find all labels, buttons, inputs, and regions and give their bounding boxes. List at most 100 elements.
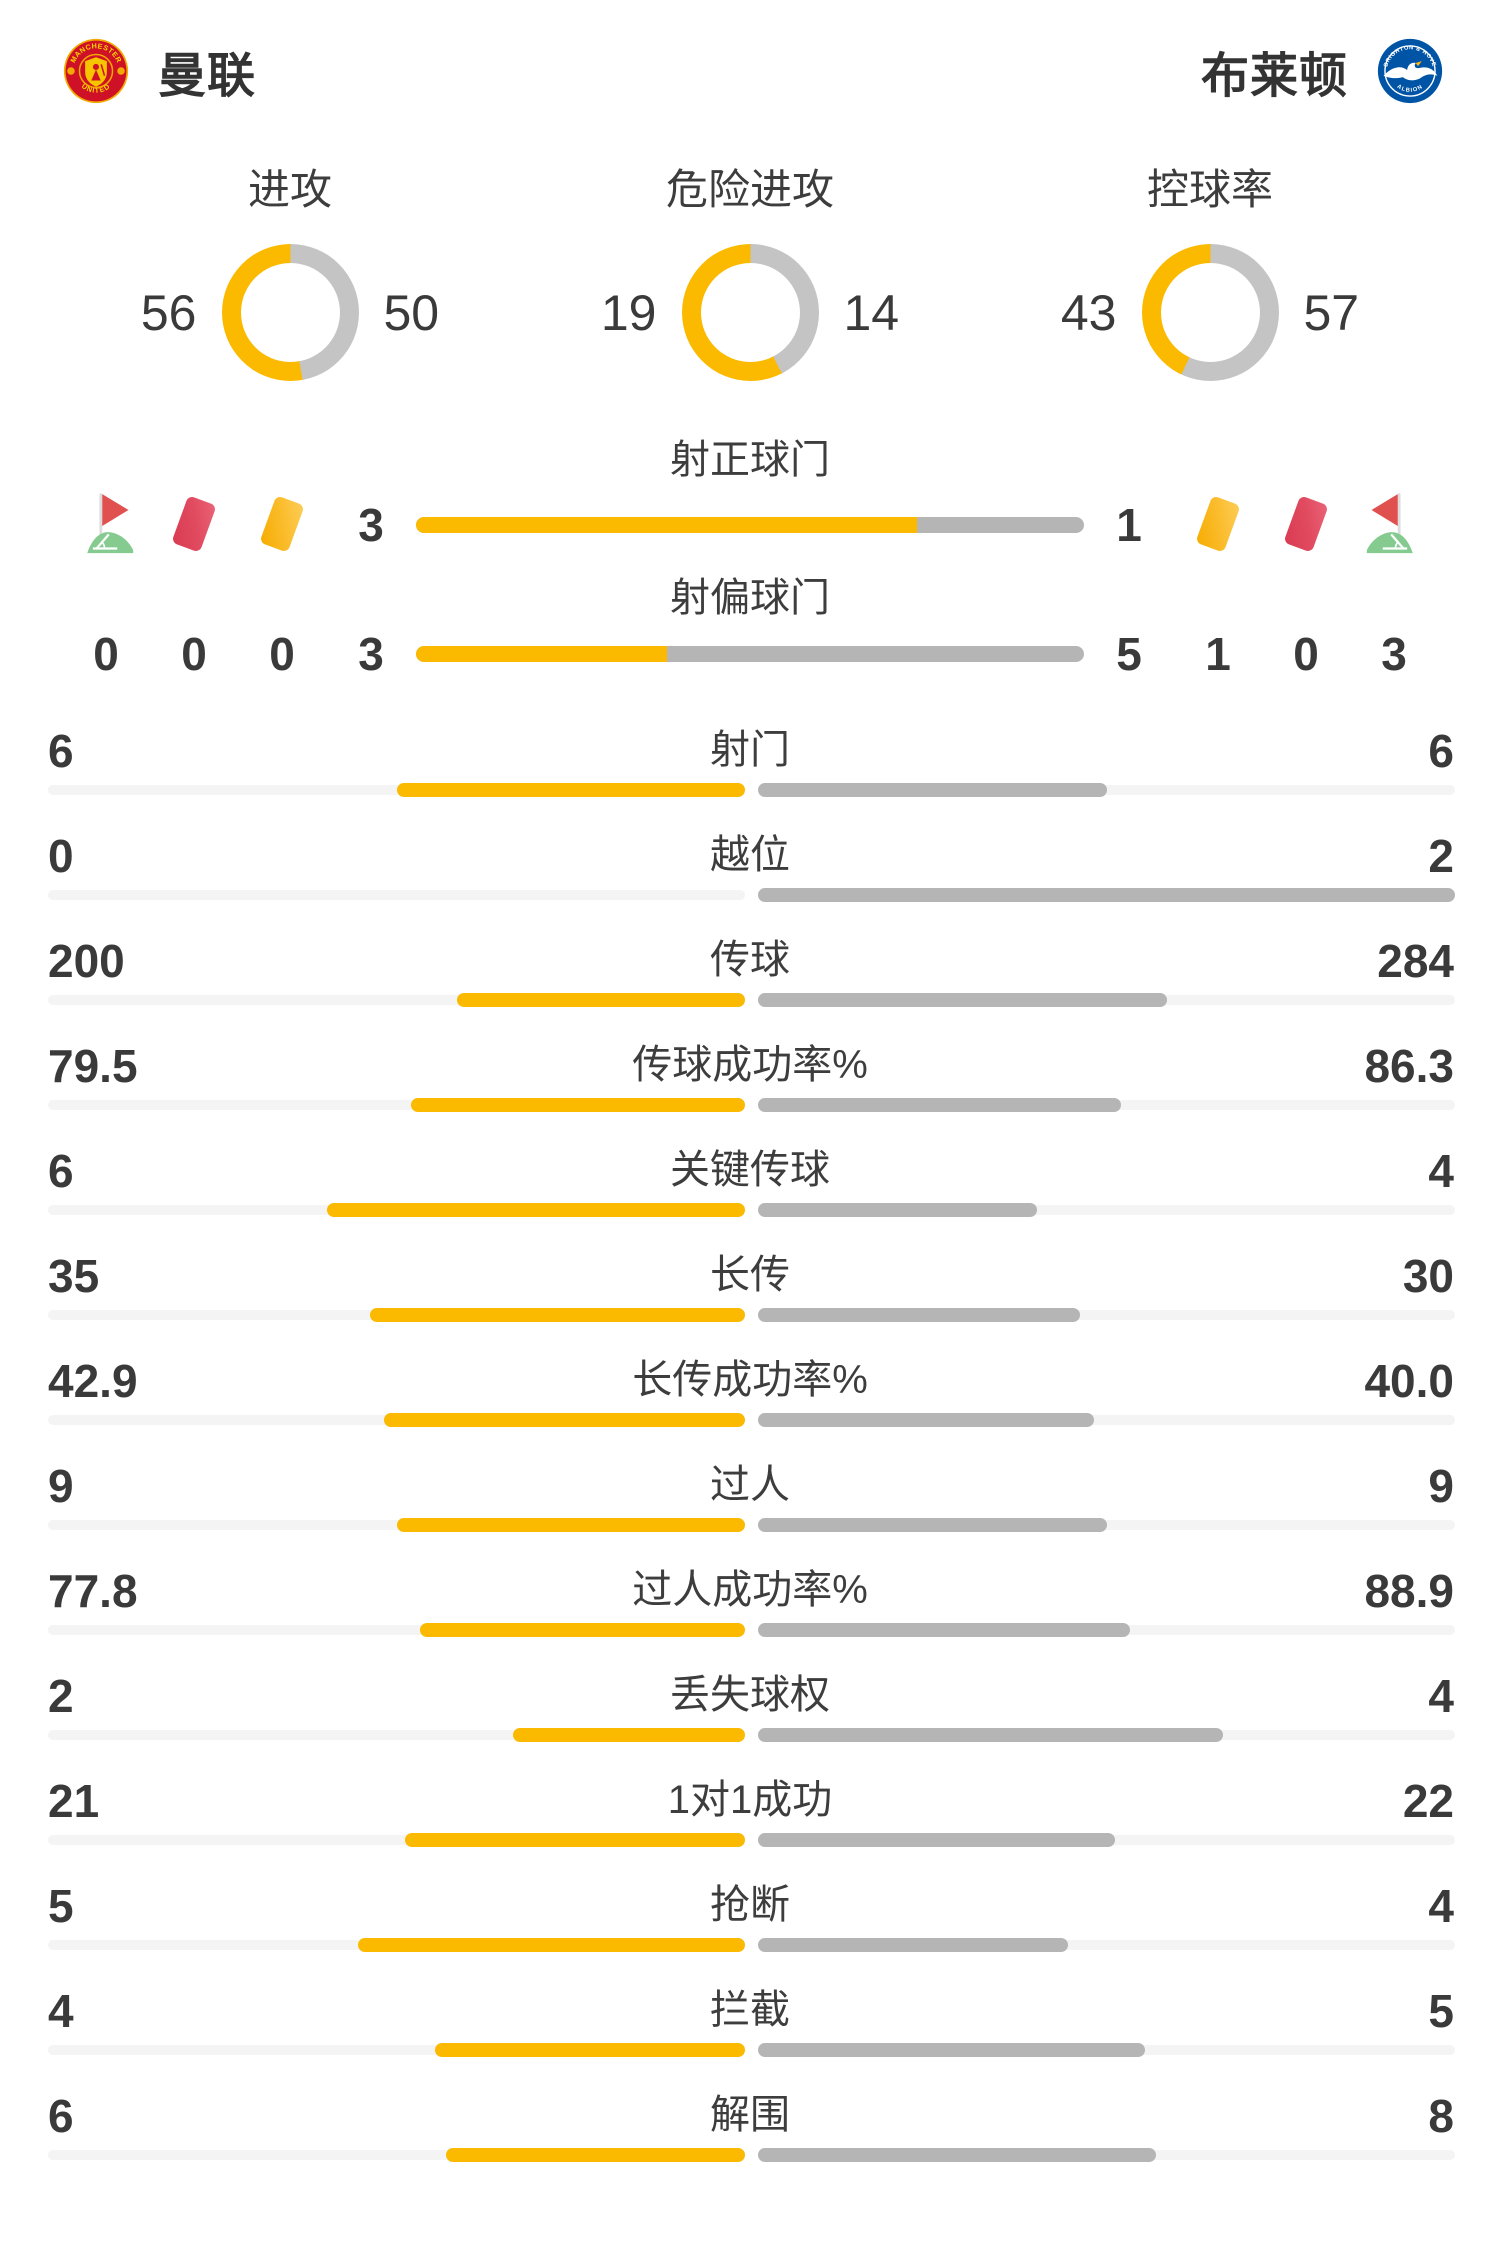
home-bar-fill <box>384 1413 745 1427</box>
stat-label: 传球成功率% <box>632 1043 868 1087</box>
home-bar-fill <box>369 1308 745 1322</box>
stat-bar <box>48 1623 1455 1637</box>
stat-home-value: 21 <box>48 1775 100 1827</box>
stat-row: 0 越位 2 <box>0 830 1500 902</box>
home-bar-fill <box>435 2043 745 2057</box>
away-bar-fill <box>758 1938 1068 1952</box>
stat-home-value: 6 <box>48 725 74 777</box>
stat-home-value: 79.5 <box>48 1040 138 1092</box>
donut-home-value: 43 <box>1060 284 1117 341</box>
stat-away-value: 30 <box>1402 1250 1454 1302</box>
donut-group: 危险进攻 19 14 <box>548 166 952 381</box>
away-bar-fill <box>758 1203 1037 1217</box>
stat-away-value: 9 <box>1428 1460 1454 1512</box>
stat-label: 传球 <box>710 938 790 982</box>
stat-row: 6 解围 8 <box>0 2090 1500 2162</box>
home-bar-fill <box>357 1938 745 1952</box>
home-bar-fill <box>404 1833 745 1847</box>
stat-bar <box>48 2043 1455 2057</box>
stat-away-value: 4 <box>1428 1880 1454 1932</box>
donut-label: 危险进攻 <box>665 166 834 213</box>
stat-home-value: 4 <box>48 1985 74 2037</box>
stat-row: 21 1对1成功 22 <box>0 1775 1500 1847</box>
red-card-icon <box>173 497 215 551</box>
home-discipline-icons <box>62 487 326 563</box>
donut-chart <box>1141 244 1279 381</box>
corner-flag-icon <box>87 493 134 554</box>
match-header: MANCHESTER UNITED 曼联 布莱顿 BRIGHTON & HOVE… <box>0 0 1500 106</box>
stat-bar <box>48 1098 1455 1112</box>
stat-row: 42.9 长传成功率% 40.0 <box>0 1355 1500 1427</box>
stat-home-value: 200 <box>48 935 125 987</box>
shots-off-target-bar <box>416 646 1084 662</box>
stat-row: 77.8 过人成功率% 88.9 <box>0 1565 1500 1637</box>
stat-bar <box>48 2148 1455 2162</box>
stat-bar <box>48 1203 1455 1217</box>
donut-home-value: 56 <box>140 284 197 341</box>
donut-label: 控球率 <box>1146 166 1273 213</box>
stat-bar <box>48 1833 1455 1847</box>
shots-off-target-home: 3 <box>358 628 384 680</box>
stat-away-value: 22 <box>1402 1775 1454 1827</box>
corner-flag-icon <box>1366 493 1413 554</box>
stat-label: 过人成功率% <box>632 1568 868 1612</box>
away-bar-fill <box>758 1728 1223 1742</box>
red-card-icon <box>1285 497 1327 551</box>
home-yellow-cards-count: 0 <box>269 628 295 680</box>
home-red-cards-count: 0 <box>181 628 207 680</box>
stat-label: 射门 <box>710 728 790 772</box>
stat-bar <box>48 1518 1455 1532</box>
home-discipline-counts: 0 0 0 <box>62 627 326 681</box>
stat-bar <box>48 1938 1455 1952</box>
away-team[interactable]: 布莱顿 BRIGHTON & HOVE ALBION <box>1201 36 1444 106</box>
stat-home-value: 35 <box>48 1250 100 1302</box>
stat-home-value: 6 <box>48 2090 74 2142</box>
yellow-card-icon <box>261 497 303 551</box>
shots-on-target-label: 射正球门 <box>670 438 830 482</box>
home-bar-fill <box>456 993 745 1007</box>
away-bar-fill <box>758 1518 1107 1532</box>
home-corners-count: 0 <box>93 628 119 680</box>
shots-on-target-home: 3 <box>358 499 384 551</box>
stat-row: 79.5 传球成功率% 86.3 <box>0 1040 1500 1112</box>
donut-charts: 进攻 56 50 危险进攻 19 14 控球率 43 57 <box>88 166 1412 381</box>
stat-row: 200 传球 284 <box>0 935 1500 1007</box>
stat-row: 9 过人 9 <box>0 1460 1500 1532</box>
stat-home-value: 6 <box>48 1145 74 1197</box>
stat-bar <box>48 1308 1455 1322</box>
home-bar-fill <box>446 2148 745 2162</box>
away-bar-fill <box>758 1098 1121 1112</box>
away-bar-fill <box>758 1833 1115 1847</box>
away-corners-count: 3 <box>1381 628 1407 680</box>
stat-row: 4 拦截 5 <box>0 1985 1500 2057</box>
shots-off-target-label: 射偏球门 <box>670 576 830 620</box>
away-bar-fill <box>758 888 1455 902</box>
donut-away-value: 50 <box>383 284 440 341</box>
away-discipline-counts: 1 0 3 <box>1174 627 1438 681</box>
away-yellow-cards-count: 1 <box>1205 628 1231 680</box>
stat-bar <box>48 1728 1455 1742</box>
away-team-name: 布莱顿 <box>1200 50 1348 103</box>
donut-away-value: 57 <box>1303 284 1360 341</box>
home-bar-fill <box>326 1203 745 1217</box>
stat-away-value: 86.3 <box>1364 1040 1454 1092</box>
home-team[interactable]: MANCHESTER UNITED 曼联 <box>62 36 256 106</box>
shots-on-target-row: 射正球门 <box>0 437 1500 563</box>
stat-home-value: 42.9 <box>48 1355 138 1407</box>
stats-list: 6 射门 6 0 越位 2 200 传球 284 <box>0 725 1500 2162</box>
stat-home-value: 0 <box>48 830 74 882</box>
stat-row: 5 抢断 4 <box>0 1880 1500 1952</box>
stat-home-value: 5 <box>48 1880 74 1932</box>
stat-label: 丢失球权 <box>670 1673 830 1717</box>
away-bar-fill <box>758 783 1107 797</box>
stat-row: 6 射门 6 <box>0 725 1500 797</box>
donut-label: 进攻 <box>247 166 332 213</box>
donut-chart <box>681 244 819 381</box>
stat-label: 抢断 <box>710 1883 790 1927</box>
stat-label: 关键传球 <box>670 1148 830 1192</box>
stat-label: 长传成功率% <box>632 1358 868 1402</box>
stat-home-value: 2 <box>48 1670 74 1722</box>
away-bar-fill <box>758 993 1167 1007</box>
stat-away-value: 4 <box>1428 1145 1454 1197</box>
away-bar-fill <box>758 1308 1080 1322</box>
